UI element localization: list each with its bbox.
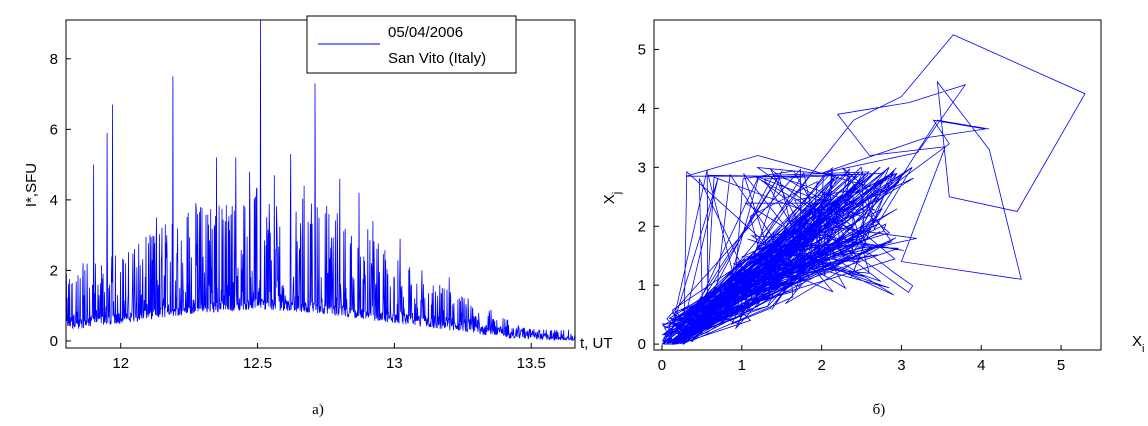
- x-tick-label-b-5: 4: [977, 357, 985, 374]
- phase-trajectory-line: [661, 34, 1086, 346]
- time-series-line: [65, 19, 576, 342]
- x-axis-label-b: Xi: [1132, 333, 1144, 355]
- x-tick-label-a-3: 13: [386, 355, 403, 372]
- x-tick-label-a-2: 12.5: [243, 355, 272, 372]
- phase-trajectory-polyline: [661, 34, 1086, 346]
- y-tick-label-a-3: 4: [50, 192, 58, 209]
- time-series-polyline: [65, 19, 576, 342]
- y-tick-label-a-1: 0: [50, 333, 58, 350]
- x-axis-b: 0 1 2 3 4 5: [658, 345, 1065, 374]
- y-tick-label-b-3: 2: [638, 218, 646, 235]
- legend: 05/04/2006 San Vito (Italy): [306, 15, 517, 74]
- legend-entry-date: 05/04/2006: [388, 24, 463, 41]
- y-axis-label-b: Xj: [601, 192, 623, 204]
- caption-b: б): [873, 402, 886, 418]
- y-tick-label-a-5: 8: [50, 51, 58, 68]
- y-tick-label-b-5: 4: [638, 100, 646, 117]
- legend-entry-station: San Vito (Italy): [388, 50, 486, 67]
- x-axis-a: 12 12.5 13 13.5: [112, 343, 546, 372]
- x-axis-label-a: t, UT: [580, 335, 613, 352]
- chart-panel-b: 0 1 2 3 4 5 0 1 2 3 4 5 Xi Xj б): [601, 19, 1144, 418]
- caption-a: a): [312, 402, 324, 418]
- x-tick-label-a-1: 12: [112, 355, 129, 372]
- y-tick-label-b-4: 3: [638, 159, 646, 176]
- y-tick-label-b-1: 0: [638, 336, 646, 353]
- x-tick-label-b-6: 5: [1057, 357, 1065, 374]
- x-tick-label-b-2: 1: [738, 357, 746, 374]
- y-tick-label-b-2: 1: [638, 277, 646, 294]
- y-tick-label-a-4: 6: [50, 121, 58, 138]
- y-axis-a: 0 2 4 6 8: [50, 51, 71, 350]
- x-tick-label-b-3: 2: [817, 357, 825, 374]
- y-axis-label-a: I*,SFU: [23, 163, 40, 207]
- x-tick-label-b-4: 3: [897, 357, 905, 374]
- y-tick-label-a-2: 2: [50, 262, 58, 279]
- y-axis-b: 0 1 2 3 4 5: [638, 41, 659, 353]
- plot-area-frame-b: [653, 19, 1102, 351]
- y-tick-label-b-6: 5: [638, 41, 646, 58]
- chart-panel-a: 12 12.5 13 13.5 0 2 4 6 8 t, UT I*,SFU 0…: [23, 15, 613, 418]
- x-tick-label-a-4: 13.5: [517, 355, 546, 372]
- x-tick-label-b-1: 0: [658, 357, 666, 374]
